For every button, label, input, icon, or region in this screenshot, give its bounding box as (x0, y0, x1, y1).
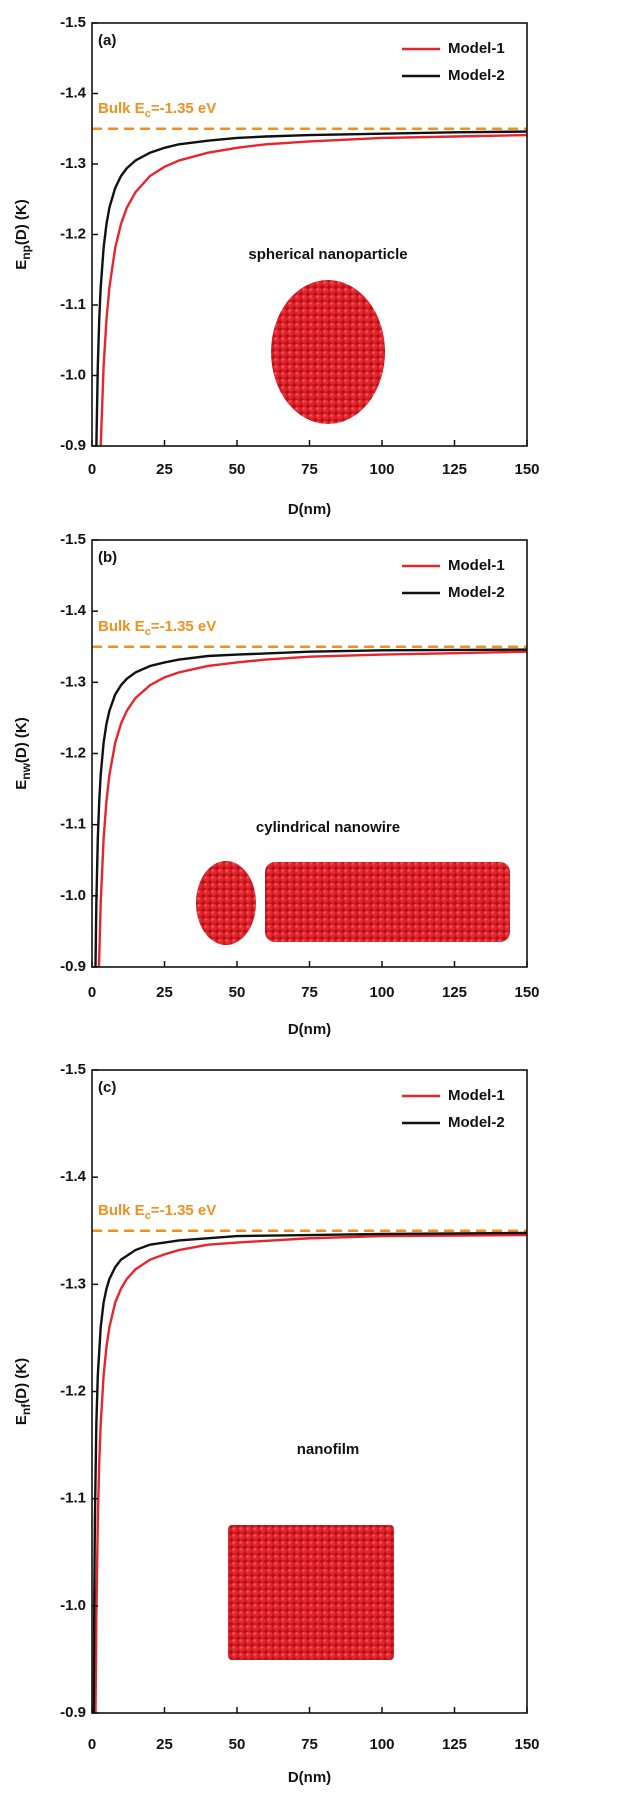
series-line (94, 1233, 527, 1713)
x-tick-label: 150 (514, 984, 539, 1001)
y-tick-label: -0.9 (60, 437, 86, 454)
x-tick-label: 25 (156, 1736, 173, 1753)
y-axis-label-main: E (13, 780, 30, 790)
x-tick-label: 100 (369, 984, 394, 1001)
legend-label: Model-2 (448, 67, 505, 84)
y-tick-label: -1.2 (60, 225, 86, 242)
series-line (92, 1231, 527, 1713)
y-tick-label: -1.0 (60, 1597, 86, 1614)
x-tick-label: 125 (442, 984, 467, 1001)
reference-label-rest: =-1.35 eV (151, 618, 216, 635)
y-tick-label: -1.5 (60, 1061, 86, 1078)
y-axis-label-sub: np (19, 245, 33, 260)
y-tick-label: -1.5 (60, 14, 86, 31)
x-tick-label: 25 (156, 984, 173, 1001)
x-tick-label: 0 (88, 1736, 96, 1753)
reference-label: Bulk Ec=-1.35 eV (98, 1202, 216, 1222)
reference-label-sub: c (145, 108, 151, 120)
reference-label: Bulk Ec=-1.35 eV (98, 100, 216, 120)
x-tick-label: 0 (88, 461, 96, 478)
nanowire-cross-section (196, 861, 256, 945)
series-line (99, 133, 527, 446)
x-tick-label: 75 (301, 461, 318, 478)
y-tick-label: -0.9 (60, 958, 86, 975)
series-line (94, 648, 527, 967)
reference-label-sub: c (145, 1210, 151, 1222)
y-tick-label: -1.5 (60, 531, 86, 548)
x-tick-label: 125 (442, 461, 467, 478)
y-tick-label: -1.2 (60, 1382, 86, 1399)
x-tick-label: 150 (514, 1736, 539, 1753)
series-line (95, 130, 527, 446)
y-tick-label: -1.4 (60, 602, 87, 619)
x-tick-label: 75 (301, 984, 318, 1001)
y-tick-label: -0.9 (60, 1704, 86, 1721)
x-tick-label: 25 (156, 461, 173, 478)
x-tick-label: 100 (369, 1736, 394, 1753)
nanowire-render (265, 862, 510, 942)
legend-label: Model-1 (448, 557, 505, 574)
y-tick-label: -1.1 (60, 816, 86, 833)
reference-label-rest: =-1.35 eV (151, 1202, 216, 1219)
x-tick-label: 50 (229, 461, 246, 478)
y-tick-label: -1.3 (60, 155, 86, 172)
y-tick-label: -1.1 (60, 1490, 86, 1507)
y-axis-label-rest: (D) (K) (13, 1358, 30, 1404)
y-tick-label: -1.2 (60, 744, 86, 761)
y-tick-label: -1.3 (60, 1275, 86, 1292)
x-tick-label: 50 (229, 1736, 246, 1753)
y-axis-label: Enf(D) (K) (13, 1358, 33, 1425)
y-axis-label: Enp(D) (K) (13, 199, 33, 270)
y-axis-label: Enw(D) (K) (13, 717, 33, 790)
y-tick-label: -1.4 (60, 1168, 87, 1185)
y-tick-label: -1.0 (60, 366, 86, 383)
y-axis-label-rest: (D) (K) (13, 717, 30, 763)
x-tick-label: 50 (229, 984, 246, 1001)
x-tick-label: 125 (442, 1736, 467, 1753)
panel-label: (b) (98, 549, 117, 566)
x-axis-label: D(nm) (288, 501, 331, 518)
x-tick-label: 0 (88, 984, 96, 1001)
y-axis-label-main: E (13, 1415, 30, 1425)
reference-label: Bulk Ec=-1.35 eV (98, 618, 216, 638)
panel-label: (a) (98, 32, 116, 49)
reference-label-main: Bulk E (98, 100, 145, 117)
series-line (97, 650, 527, 967)
structure-label: spherical nanoparticle (248, 246, 407, 263)
y-axis-label-main: E (13, 260, 30, 270)
reference-label-main: Bulk E (98, 1202, 145, 1219)
x-tick-label: 100 (369, 461, 394, 478)
reference-label-main: Bulk E (98, 618, 145, 635)
y-tick-label: -1.1 (60, 296, 86, 313)
y-tick-label: -1.4 (60, 84, 87, 101)
y-axis-label-rest: (D) (K) (13, 199, 30, 245)
legend-label: Model-1 (448, 40, 505, 57)
reference-label-sub: c (145, 626, 151, 638)
legend-label: Model-2 (448, 1114, 505, 1131)
legend-label: Model-1 (448, 1087, 505, 1104)
nanoparticle-render (271, 280, 385, 424)
x-tick-label: 150 (514, 461, 539, 478)
y-axis-label-sub: nf (19, 1403, 33, 1415)
y-axis-label-sub: nw (19, 762, 33, 779)
nanofilm-render (228, 1525, 394, 1660)
y-tick-label: -1.0 (60, 887, 86, 904)
x-tick-label: 75 (301, 1736, 318, 1753)
legend-label: Model-2 (448, 584, 505, 601)
x-axis-label: D(nm) (288, 1021, 331, 1038)
reference-label-rest: =-1.35 eV (151, 100, 216, 117)
structure-label: nanofilm (297, 1441, 360, 1458)
x-axis-label: D(nm) (288, 1769, 331, 1786)
structure-label: cylindrical nanowire (256, 819, 400, 836)
panel-label: (c) (98, 1079, 116, 1096)
y-tick-label: -1.3 (60, 673, 86, 690)
